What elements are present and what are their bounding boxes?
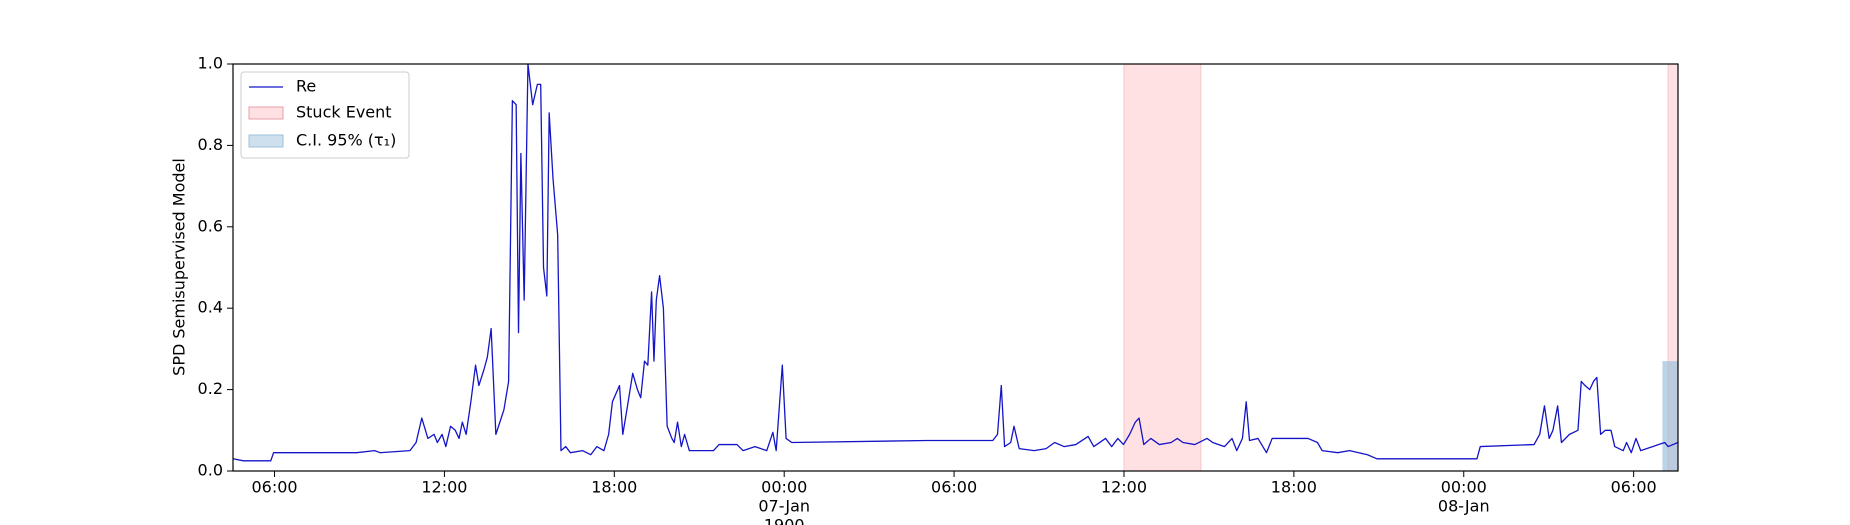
stuck-event-span (1123, 63, 1202, 472)
x-tick-label: 12:00 (1101, 478, 1147, 497)
y-tick-label: 0.0 (198, 461, 223, 480)
x-tick-label: 18:00 (591, 478, 637, 497)
plot-frame (232, 63, 1679, 472)
confidence-band (1662, 361, 1678, 471)
y-tick-label: 0.2 (198, 379, 223, 398)
y-tick-label: 1.0 (198, 54, 223, 73)
x-tick-label: 1900 (764, 516, 805, 525)
legend: Re Stuck Event C.I. 95% (τ₁) (240, 71, 410, 159)
x-tick-label: 07-Jan (758, 497, 810, 516)
x-tick-label: 18:00 (1271, 478, 1317, 497)
legend-label: Stuck Event (296, 103, 392, 122)
x-tick-label: 08-Jan (1438, 497, 1490, 516)
legend-label: Re (296, 77, 316, 96)
y-tick-label: 0.4 (198, 298, 223, 317)
x-tick-label: 06:00 (251, 478, 297, 497)
x-tick-label: 12:00 (421, 478, 467, 497)
line-series (232, 63, 1679, 462)
x-tick-label: 00:00 (1441, 478, 1487, 497)
y-tick-label: 0.6 (198, 216, 223, 235)
x-tick-label: 00:00 (761, 478, 807, 497)
y-axis-label: SPD Semisupervised Model (170, 158, 189, 376)
x-tick-label: 06:00 (1611, 478, 1657, 497)
legend-swatch (248, 134, 284, 148)
x-tick-label: 06:00 (931, 478, 977, 497)
legend-swatch (248, 106, 284, 120)
y-tick-label: 0.8 (198, 135, 223, 154)
legend-label: C.I. 95% (τ₁) (296, 131, 396, 150)
